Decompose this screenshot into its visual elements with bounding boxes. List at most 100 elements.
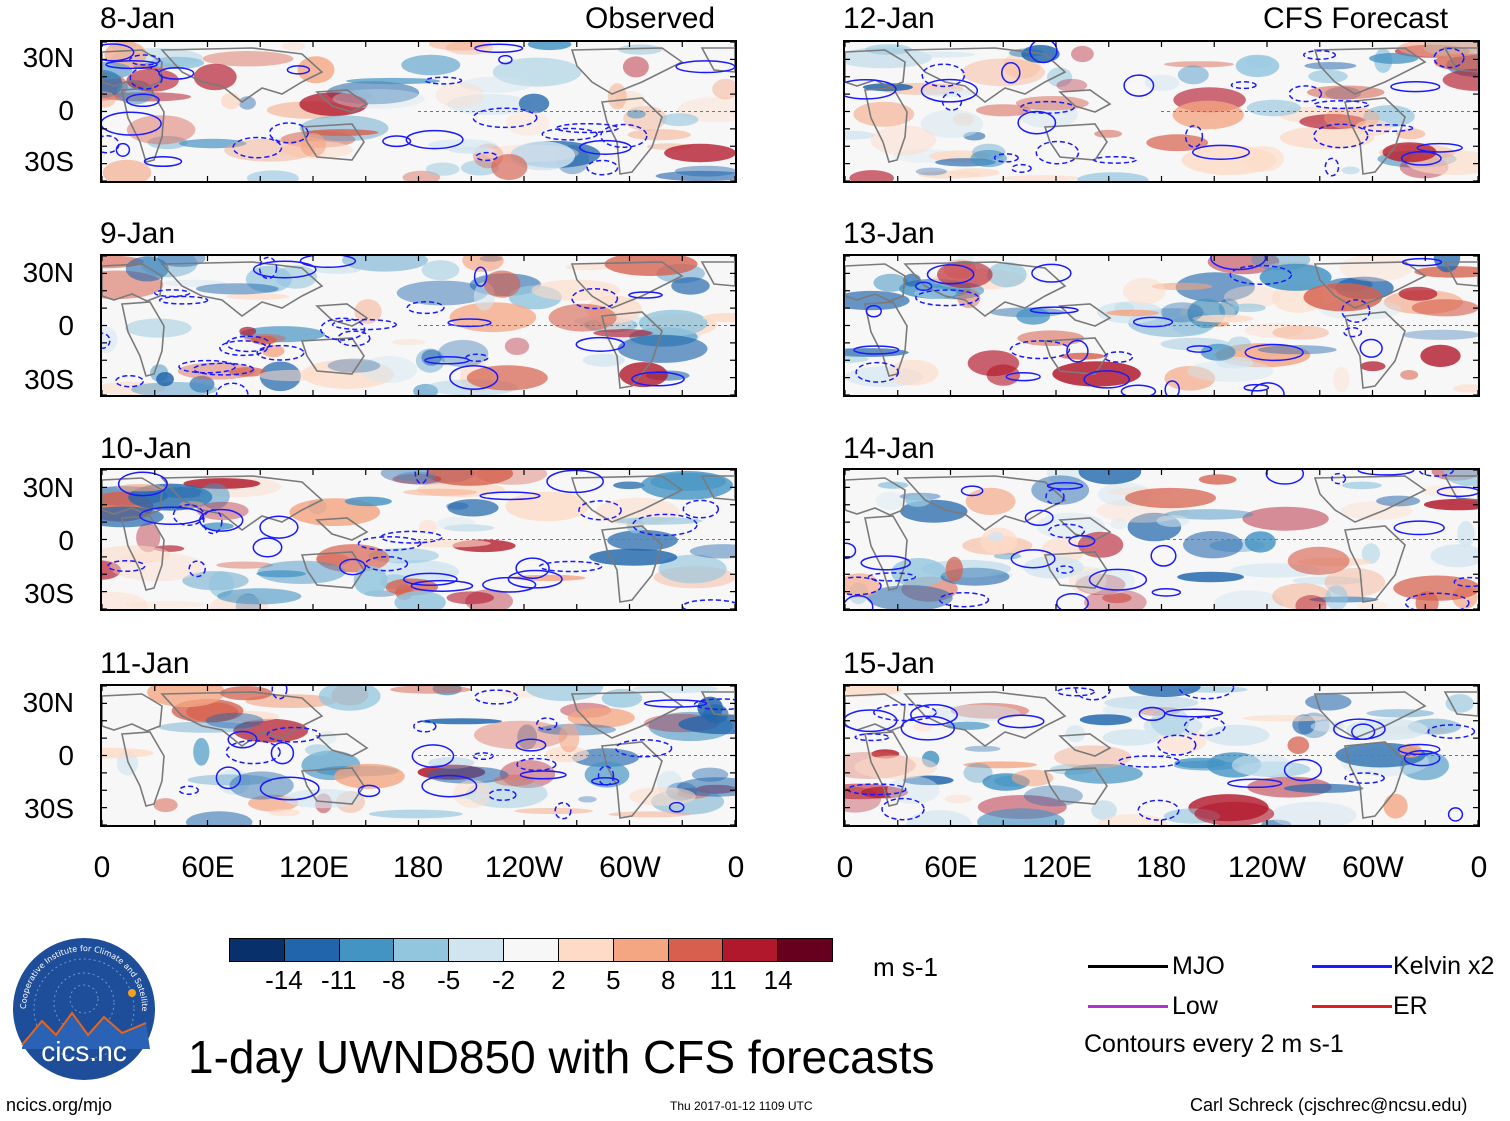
- lon-label-0: 0: [836, 851, 854, 884]
- westerly-anomaly-patch: [147, 686, 225, 708]
- kelvin-contour: [474, 689, 519, 705]
- map-canvas: [102, 686, 735, 825]
- colorbar-swatch: [394, 939, 450, 961]
- kelvin-contour: [536, 717, 558, 731]
- westerly-anomaly-patch: [226, 293, 290, 300]
- westerly-anomaly-patch: [316, 544, 390, 573]
- kelvin-contour: [449, 365, 499, 390]
- lon-label-120e: 120E: [278, 851, 350, 884]
- kelvin-contour: [1029, 306, 1079, 315]
- westerly-anomaly-patch: [950, 168, 1000, 178]
- westerly-anomaly-patch: [1164, 61, 1234, 68]
- westerly-anomaly-patch: [435, 82, 485, 108]
- kelvin-contour: [920, 78, 979, 103]
- westerly-anomaly-patch: [258, 369, 324, 382]
- map-canvas: [102, 42, 735, 181]
- lat-label-eq: 0: [58, 95, 74, 126]
- kelvin-contour: [178, 785, 199, 795]
- coastline: [845, 477, 906, 516]
- kelvin-contour: [143, 155, 183, 168]
- coastline: [1443, 261, 1478, 287]
- legend-low-label: Low: [1172, 992, 1218, 1020]
- easterly-anomaly-patch: [156, 372, 174, 387]
- westerly-anomaly-patch: [245, 694, 337, 708]
- easterly-anomaly-patch: [443, 524, 495, 532]
- kelvin-contour: [1183, 716, 1226, 737]
- easterly-anomaly-patch: [658, 554, 727, 584]
- lon-label-60w: 60W: [599, 851, 661, 884]
- westerly-anomaly-patch: [416, 481, 505, 498]
- colorbar-tick-label: -2: [491, 965, 516, 995]
- kelvin-contour: [256, 344, 305, 361]
- kelvin-contour: [192, 362, 255, 376]
- easterly-anomaly-patch: [344, 496, 392, 507]
- lon-label-180: 180: [1135, 851, 1187, 884]
- easterly-anomaly-patch: [866, 585, 953, 609]
- easterly-anomaly-patch: [314, 266, 361, 274]
- kelvin-contour: [516, 757, 557, 772]
- easterly-anomaly-patch: [1270, 801, 1357, 825]
- easterly-anomaly-patch: [342, 256, 428, 272]
- panel-date-3: 10-Jan: [100, 432, 192, 465]
- westerly-anomaly-patch: [403, 488, 477, 496]
- easterly-anomaly-patch: [963, 762, 993, 783]
- westerly-anomaly-patch: [887, 359, 939, 386]
- easterly-anomaly-patch: [915, 167, 947, 176]
- westerly-anomaly-patch: [391, 339, 427, 346]
- kelvin-contour: [339, 558, 367, 576]
- kelvin-contour: [1031, 263, 1072, 283]
- kelvin-contour: [357, 536, 422, 551]
- westerly-anomaly-patch: [462, 256, 504, 272]
- westerly-anomaly-patch: [514, 807, 593, 815]
- westerly-anomaly-patch: [845, 783, 902, 800]
- easterly-anomaly-patch: [421, 260, 460, 281]
- kelvin-contour: [1436, 486, 1478, 498]
- lon-label-120w: 120W: [1227, 851, 1307, 884]
- kelvin-contour: [668, 801, 685, 813]
- kelvin-contour: [320, 317, 366, 341]
- easterly-anomaly-patch: [1102, 702, 1163, 718]
- kelvin-contour: [1397, 743, 1441, 756]
- westerly-anomaly-patch: [1411, 299, 1478, 317]
- map-canvas: [845, 686, 1478, 825]
- kelvin-contour: [1244, 343, 1304, 362]
- westerly-anomaly-patch: [944, 794, 972, 804]
- westerly-anomaly-patch: [564, 263, 611, 271]
- coastline: [1443, 47, 1478, 73]
- easterly-anomaly-patch: [217, 588, 302, 605]
- kelvin-contour: [472, 107, 538, 129]
- westerly-anomaly-patch: [961, 58, 1045, 87]
- kelvin-contour: [479, 491, 541, 501]
- lon-label-60e: 60E: [181, 851, 235, 884]
- easterly-anomaly-patch: [447, 499, 499, 517]
- westerly-anomaly-patch: [1360, 361, 1386, 372]
- kelvin-contour: [997, 714, 1045, 729]
- colorbar-swatch: [230, 939, 285, 961]
- coastline: [160, 47, 324, 103]
- easterly-anomaly-patch: [903, 273, 921, 287]
- easterly-anomaly-patch: [1369, 52, 1419, 64]
- easterly-anomaly-patch: [1283, 783, 1364, 793]
- kelvin-contour: [1066, 339, 1089, 363]
- westerly-anomaly-patch: [183, 478, 261, 489]
- kelvin-contour: [1341, 299, 1371, 323]
- westerly-anomaly-patch: [1097, 814, 1169, 825]
- panel-date-7: 14-Jan: [843, 432, 935, 465]
- kelvin-contour: [1324, 157, 1340, 177]
- westerly-anomaly-patch: [196, 501, 249, 521]
- lat-label-30s: 30S: [24, 793, 74, 824]
- easterly-anomaly-patch: [970, 149, 1007, 168]
- easterly-anomaly-patch: [659, 113, 699, 127]
- kelvin-contour: [1048, 523, 1086, 539]
- westerly-anomaly-patch: [354, 299, 382, 324]
- easterly-anomaly-patch: [150, 56, 205, 70]
- westerly-anomaly-patch: [1295, 595, 1327, 609]
- easterly-anomaly-patch: [125, 256, 169, 282]
- footer-url[interactable]: ncics.org/mjo: [6, 1095, 113, 1115]
- colorbar-tick-label: 14: [763, 965, 793, 995]
- kelvin-contour: [643, 699, 708, 708]
- kelvin-contour: [1313, 100, 1370, 110]
- kelvin-contour: [845, 78, 897, 100]
- kelvin-contour: [1344, 772, 1385, 784]
- westerly-anomaly-patch: [390, 686, 471, 694]
